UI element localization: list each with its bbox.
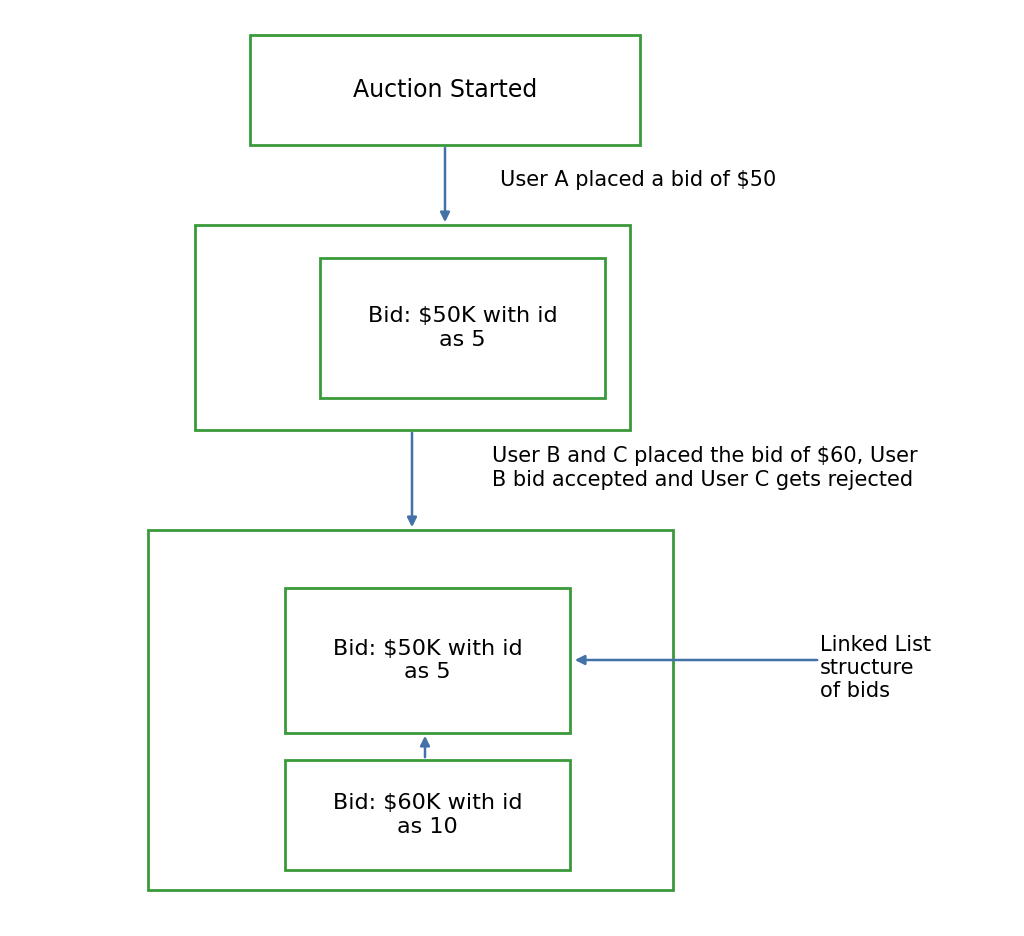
Text: Linked List
structure
of bids: Linked List structure of bids — [820, 635, 931, 701]
Bar — [285, 760, 570, 870]
Bar — [285, 588, 570, 733]
Text: User B and C placed the bid of $60, User
B bid accepted and User C gets rejected: User B and C placed the bid of $60, User… — [492, 446, 918, 490]
Bar — [195, 225, 630, 430]
Text: Bid: $50K with id
as 5: Bid: $50K with id as 5 — [368, 306, 557, 350]
Text: Bid: $60K with id
as 10: Bid: $60K with id as 10 — [333, 794, 522, 837]
Bar — [250, 35, 640, 145]
Text: Bid: $50K with id
as 5: Bid: $50K with id as 5 — [333, 639, 522, 682]
Text: Auction Started: Auction Started — [353, 78, 538, 102]
Text: User A placed a bid of $50: User A placed a bid of $50 — [500, 170, 776, 190]
Bar — [148, 530, 673, 890]
Bar — [319, 258, 605, 398]
